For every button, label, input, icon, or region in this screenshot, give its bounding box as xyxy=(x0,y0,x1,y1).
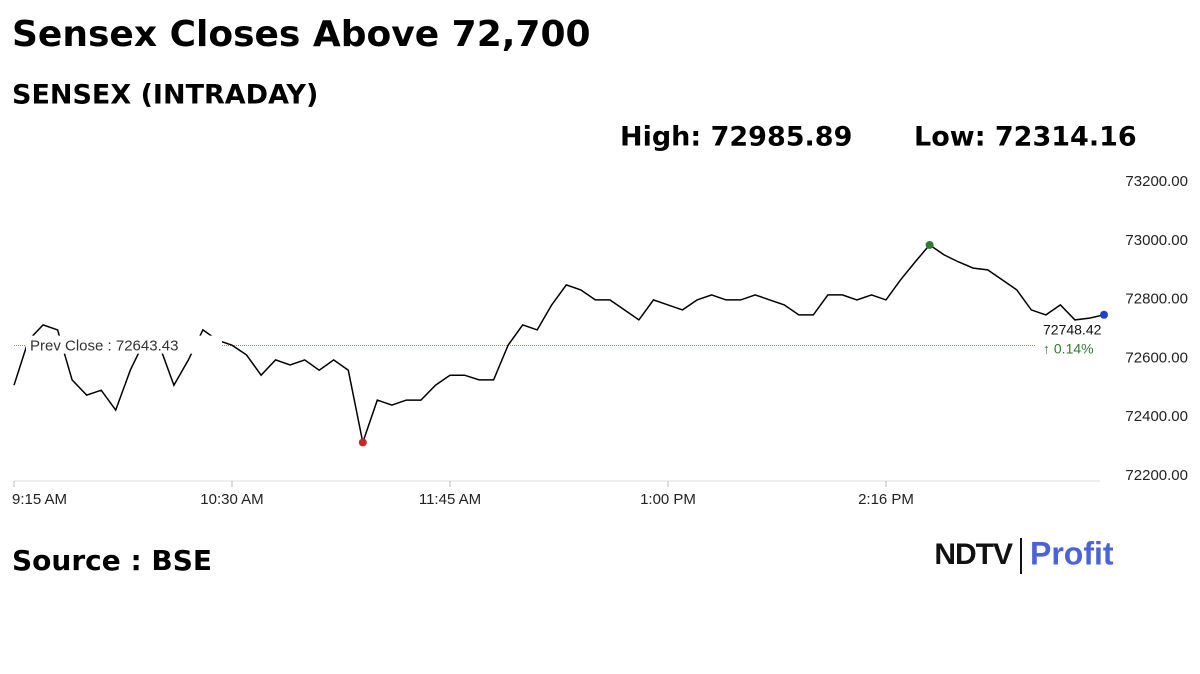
change-label: ↑ 0.14% xyxy=(1043,341,1094,357)
y-tick-label: 72600.00 xyxy=(1125,349,1188,366)
last-marker xyxy=(1100,310,1108,319)
prev-close-label: Prev Close : 72643.43 xyxy=(30,338,178,355)
last-value-label: 72748.42 xyxy=(1043,322,1102,338)
x-tick-label: 2:16 PM xyxy=(858,491,914,508)
logo-left: NDTV xyxy=(934,538,1013,571)
x-tick-label: 11:45 AM xyxy=(419,491,481,508)
y-tick-label: 73200.00 xyxy=(1125,173,1188,190)
source: Source : BSE xyxy=(12,544,212,577)
logo-divider xyxy=(1020,538,1022,574)
chart-subtitle: SENSEX (INTRADAY) xyxy=(12,80,318,111)
x-tick-label: 9:15 AM xyxy=(12,491,67,508)
y-tick-label: 72800.00 xyxy=(1125,291,1188,308)
x-tick-label: 10:30 AM xyxy=(200,491,263,508)
low-annotation: Low: 72314.16 xyxy=(914,122,1137,153)
y-tick-label: 73000.00 xyxy=(1125,232,1188,249)
logo-right: Profit xyxy=(1030,535,1114,571)
prev-close-label-bg xyxy=(26,335,222,354)
high-marker xyxy=(925,240,934,249)
low-marker xyxy=(358,438,367,447)
chart-title: Sensex Closes Above 72,700 xyxy=(12,14,591,55)
y-tick-label: 72400.00 xyxy=(1125,408,1188,425)
y-tick-label: 72200.00 xyxy=(1125,467,1188,484)
x-tick-label: 1:00 PM xyxy=(640,491,696,508)
high-annotation: High: 72985.89 xyxy=(620,122,852,153)
